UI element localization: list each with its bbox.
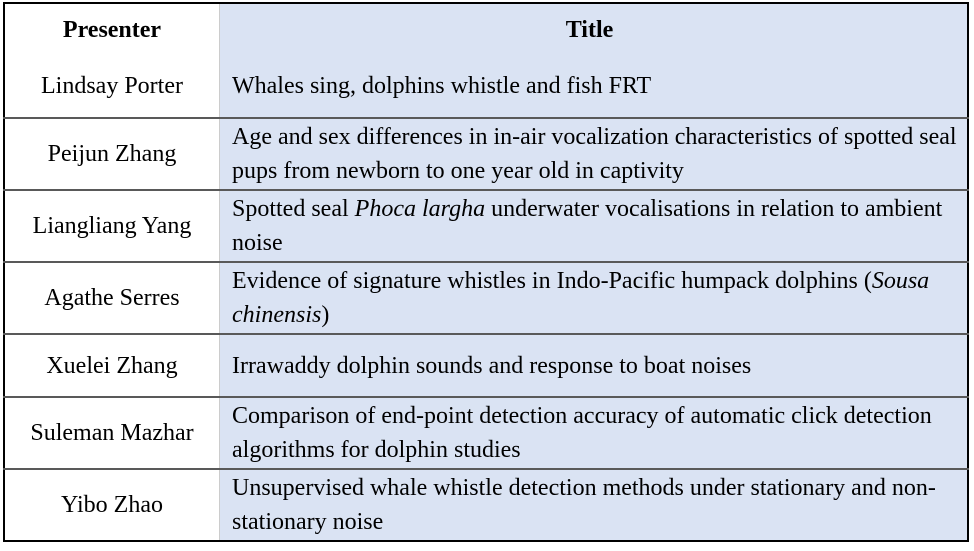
table-row: Suleman Mazhar Comparison of end-point de… — [4, 397, 968, 469]
title-cell: Evidence of signature whistles in Indo-P… — [219, 262, 968, 334]
presenter-cell: Lindsay Porter — [4, 55, 220, 118]
title-italic-part: Phoca largha — [354, 196, 486, 222]
presenter-cell: Agathe Serres — [4, 262, 220, 334]
title-cell: Comparison of end-point detection accura… — [219, 397, 968, 469]
table-row: Liangliang Yang Spotted seal Phoca largha… — [4, 190, 968, 262]
presenter-table: Presenter Title Lindsay Porter Whales sin… — [3, 2, 969, 542]
title-part: Irrawaddy dolphin sounds and response to… — [232, 352, 752, 379]
title-cell: Spotted seal Phoca largha underwater voc… — [219, 190, 968, 262]
title-part: Spotted seal — [232, 196, 355, 222]
header-row: Presenter Title — [4, 3, 968, 55]
presenter-cell: Peijun Zhang — [4, 118, 220, 190]
title-cell: Whales sing, dolphins whistle and fish F… — [219, 55, 968, 118]
title-cell: Irrawaddy dolphin sounds and response to… — [219, 334, 968, 397]
title-italic-part: Sousa chinensis — [232, 268, 930, 328]
title-cell: Unsupervised whale whistle detection met… — [219, 469, 968, 541]
presenter-cell: Suleman Mazhar — [4, 397, 220, 469]
title-part: ) — [321, 302, 330, 328]
title-part: Comparison of end-point detection accura… — [232, 403, 932, 463]
title-part: Unsupervised whale whistle detection met… — [232, 475, 936, 535]
title-part: Whales sing, dolphins whistle and fish F… — [232, 73, 652, 99]
header-title: Title — [219, 3, 968, 55]
table-row: Xuelei Zhang Irrawaddy dolphin sounds and… — [4, 334, 968, 397]
header-presenter: Presenter — [4, 3, 220, 55]
table-row: Peijun Zhang Age and sex differences in i… — [4, 118, 968, 190]
title-part: Evidence of signature whistles in Indo-P… — [232, 268, 872, 294]
title-part: underwater vocalisations in relation to … — [232, 196, 943, 256]
presenter-cell: Xuelei Zhang — [4, 334, 220, 397]
presenter-cell: Liangliang Yang — [4, 190, 220, 262]
table-row: Lindsay Porter Whales sing, dolphins whis… — [4, 55, 968, 118]
table-row: Yibo Zhao Unsupervised whale whistle dete… — [4, 469, 968, 541]
title-part: Age and sex differences in in-air vocali… — [232, 124, 957, 184]
table-row: Agathe Serres Evidence of signature whist… — [4, 262, 968, 334]
presenter-cell: Yibo Zhao — [4, 469, 220, 541]
title-cell: Age and sex differences in in-air vocali… — [219, 118, 968, 190]
